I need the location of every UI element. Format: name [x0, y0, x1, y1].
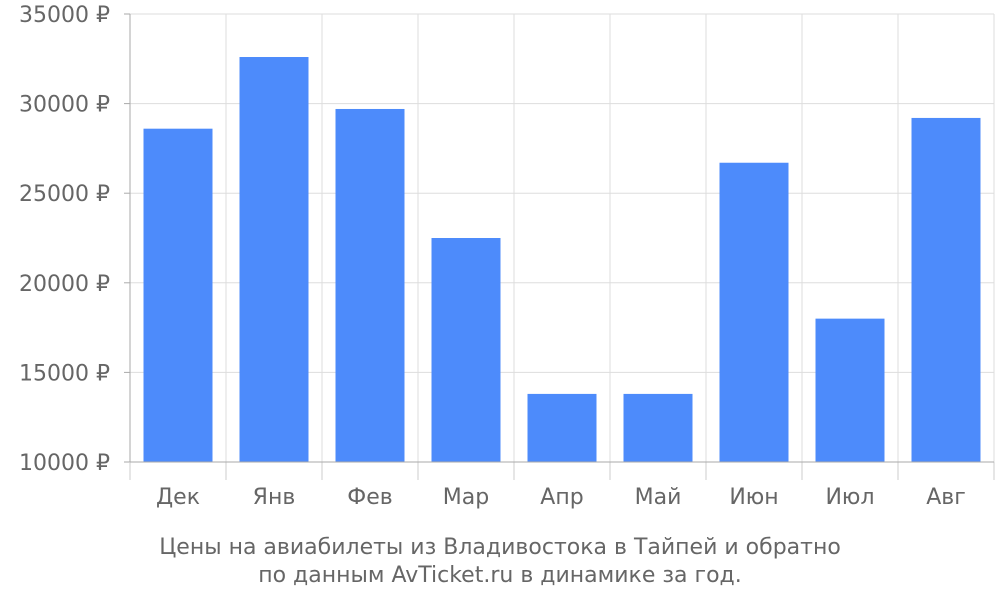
y-tick-label: 20000 ₽: [19, 272, 110, 297]
chart-caption-line-2: по данным AvTicket.ru в динамике за год.: [258, 563, 742, 588]
axes: [124, 13, 995, 480]
bar-1: [143, 128, 213, 463]
x-tick-label: Июл: [825, 485, 874, 510]
y-tick-label: 30000 ₽: [19, 93, 110, 118]
y-tick-label: 10000 ₽: [19, 451, 110, 476]
x-tick-label: Фев: [347, 485, 392, 510]
x-tick-label: Апр: [540, 485, 583, 510]
y-tick-label: 25000 ₽: [19, 182, 110, 207]
bar-2: [239, 57, 309, 463]
bar-7: [719, 162, 789, 462]
chart-caption-line-1: Цены на авиабилеты из Владивостока в Тай…: [159, 535, 841, 560]
y-tick-label: 35000 ₽: [19, 3, 110, 28]
bar-4: [431, 238, 501, 462]
x-tick-label: Янв: [253, 485, 296, 510]
y-tick-labels: 10000 ₽ 15000 ₽ 20000 ₽ 25000 ₽ 30000 ₽ 35000…: [19, 3, 110, 476]
x-tick-label: Июн: [729, 485, 778, 510]
x-tick-label: Авг: [926, 485, 966, 510]
x-tick-label: Мар: [443, 485, 489, 510]
bars: [143, 57, 981, 463]
bar-5: [527, 393, 597, 462]
bar-9: [911, 117, 981, 462]
bar-6: [623, 393, 693, 462]
bar-3: [335, 108, 405, 462]
x-tick-label: Май: [635, 485, 682, 510]
x-tick-labels: Дек Янв Фев Мар Апр Май Июн Июл Авг: [156, 485, 966, 510]
x-tick-label: Дек: [156, 485, 200, 510]
y-tick-label: 15000 ₽: [19, 361, 110, 386]
bar-8: [815, 318, 885, 462]
